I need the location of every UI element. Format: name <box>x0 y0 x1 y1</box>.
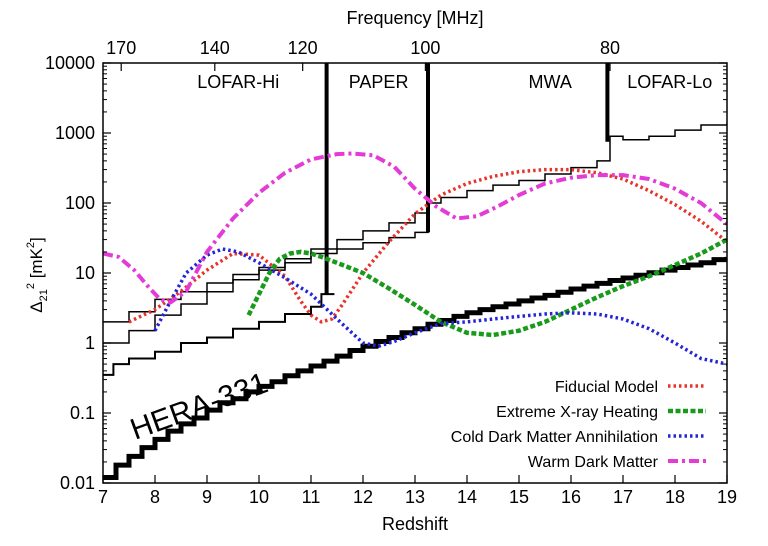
y-axis-title-base: Δ <box>27 301 46 312</box>
x-tick-label-4: 11 <box>302 487 321 507</box>
y-axis-title-mid: [mK <box>27 247 46 283</box>
instrument-label-2: MWA <box>529 72 572 92</box>
y-axis-title: Δ212 [mK2] <box>25 237 50 313</box>
y-tick-label-5: 1000 <box>55 123 95 143</box>
x-axis-title: Redshift <box>382 514 448 534</box>
sensitivity-curve-3 <box>103 213 428 322</box>
instrument-label-0: LOFAR-Hi <box>197 72 279 92</box>
top-tick-label-4: 80 <box>600 38 620 58</box>
top-tick-label-3: 100 <box>410 38 440 58</box>
y-axis-title-end: ] <box>27 237 46 242</box>
sensitivity-label: HERA-331 <box>126 367 272 447</box>
series-line-2 <box>155 249 727 364</box>
sensitivity-curve-2 <box>103 123 727 343</box>
top-axis-title: Frequency [MHz] <box>346 8 483 28</box>
legend-label-0: Fiducial Model <box>555 379 658 396</box>
y-tick-label-6: 10000 <box>45 53 95 73</box>
y-tick-label-3: 10 <box>75 263 95 283</box>
x-tick-label-5: 12 <box>353 487 373 507</box>
redshift-power-spectrum-chart: 7 8 9 10 11 12 13 14 15 16 17 18 19 170 140 120 100 80 0.0… <box>0 0 768 546</box>
x-tick-label-1: 8 <box>150 487 160 507</box>
x-tick-label-2: 9 <box>202 487 212 507</box>
top-tick-label-0: 170 <box>106 38 136 58</box>
x-tick-label-6: 13 <box>405 487 425 507</box>
x-tick-label-7: 14 <box>457 487 477 507</box>
x-tick-label-11: 18 <box>665 487 685 507</box>
legend-label-2: Cold Dark Matter Annihilation <box>451 429 658 446</box>
y-tick-label-1: 0.1 <box>70 403 95 423</box>
legend: Fiducial Model Extreme X-ray Heating Cold … <box>451 379 706 471</box>
y-tick-label-2: 1 <box>85 333 95 353</box>
instrument-label-1: PAPER <box>349 72 409 92</box>
svg-text:Δ212 [mK2]: Δ212 [mK2] <box>25 237 50 313</box>
y-tick-label-4: 100 <box>65 193 95 213</box>
x-tick-label-0: 7 <box>98 487 108 507</box>
sensitivity-curve-1 <box>103 294 334 375</box>
y-tick-label-0: 0.01 <box>60 473 95 493</box>
legend-label-1: Extreme X-ray Heating <box>496 404 658 421</box>
x-tick-label-3: 10 <box>249 487 269 507</box>
instrument-label-3: LOFAR-Lo <box>627 72 712 92</box>
x-tick-label-10: 17 <box>613 487 633 507</box>
legend-label-3: Warm Dark Matter <box>528 454 659 471</box>
top-tick-label-2: 120 <box>288 38 318 58</box>
y-axis-title-sub: 21 <box>38 289 50 301</box>
x-tick-label-9: 16 <box>561 487 581 507</box>
x-tick-label-12: 19 <box>717 487 737 507</box>
top-tick-label-1: 140 <box>200 38 230 58</box>
x-tick-label-8: 15 <box>509 487 529 507</box>
